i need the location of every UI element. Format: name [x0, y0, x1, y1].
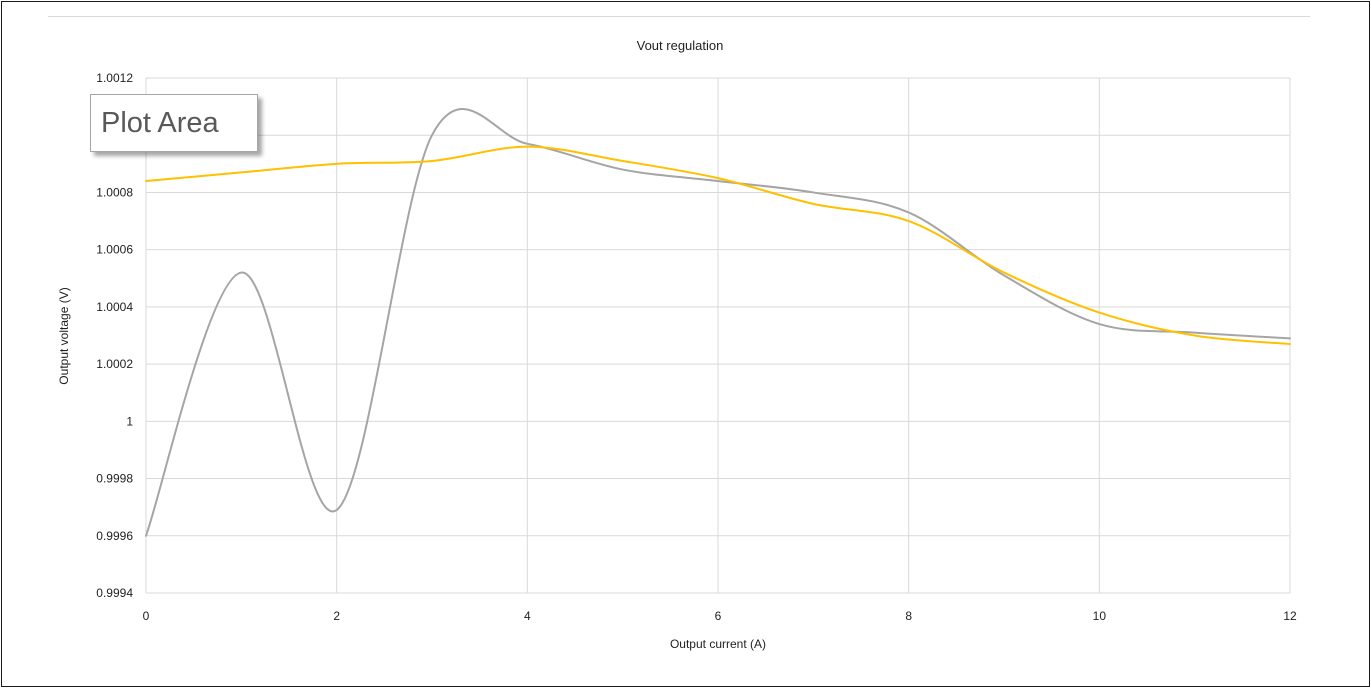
- x-tick-label: 10: [1093, 609, 1107, 623]
- series-line-2: [145, 145, 1291, 346]
- y-tick-label: 1.0008: [96, 185, 133, 199]
- x-axis-tick-labels: 0 2 4 6 8 10 12: [143, 609, 1297, 623]
- x-tick-label: 6: [715, 609, 722, 623]
- y-tick-label: 1.0004: [96, 300, 133, 314]
- y-tick-label: 1.0012: [96, 71, 133, 85]
- y-tick-label: 1.0006: [96, 243, 133, 257]
- plot-area-tooltip: Plot Area: [90, 94, 258, 152]
- series-lines: [145, 108, 1291, 537]
- y-tick-label: 0.9994: [96, 586, 133, 600]
- y-axis-label: Output voltage (V): [57, 287, 71, 384]
- y-tick-label: 1.0002: [96, 357, 133, 371]
- y-tick-label: 0.9998: [96, 472, 133, 486]
- x-tick-label: 0: [143, 609, 150, 623]
- x-tick-label: 4: [524, 609, 531, 623]
- tooltip-label: Plot Area: [101, 106, 219, 139]
- x-axis-label: Output current (A): [670, 637, 766, 651]
- y-tick-label: 0.9996: [96, 529, 133, 543]
- chart-top-border: [48, 16, 1310, 17]
- x-tick-label: 8: [905, 609, 912, 623]
- series-line-1: [145, 108, 1291, 537]
- x-tick-label: 2: [333, 609, 340, 623]
- x-tick-label: 12: [1283, 609, 1297, 623]
- y-axis-tick-labels: 0.9994 0.9996 0.9998 1 1.0002 1.0004 1.0006 1.0…: [96, 71, 133, 600]
- y-tick-label: 1: [126, 414, 133, 428]
- gridlines: [145, 77, 1291, 594]
- chart-title: Vout regulation: [637, 38, 724, 53]
